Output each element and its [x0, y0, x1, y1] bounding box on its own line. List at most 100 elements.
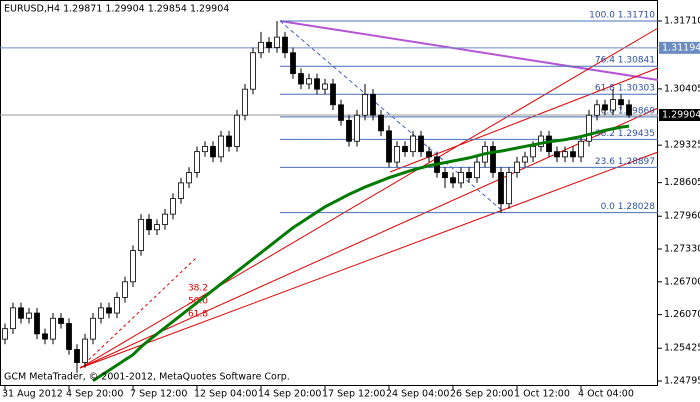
- candle-body: [226, 135, 232, 147]
- candle-body: [66, 323, 72, 350]
- candle-body: [154, 224, 160, 231]
- y-tick-label: 1.30405: [664, 83, 700, 94]
- x-tick-label: 4 Sep 20:00: [66, 389, 123, 400]
- candle-body: [194, 151, 200, 173]
- x-tick-label: 1 Oct 12:00: [514, 389, 570, 400]
- price-box: [659, 41, 700, 54]
- candle-body: [74, 349, 80, 363]
- candle-body: [330, 83, 336, 106]
- candle-body: [282, 36, 288, 54]
- candle-body: [138, 218, 144, 251]
- candle-body: [122, 281, 128, 298]
- plot-frame: [0, 0, 658, 386]
- candle-body: [114, 297, 120, 314]
- candle-body: [34, 312, 40, 335]
- candle-body: [362, 93, 368, 116]
- y-tick-label: 1.26700: [664, 276, 700, 287]
- last-price-label: 1.29904: [662, 110, 700, 121]
- channel-line: [389, 67, 659, 173]
- candle-body: [554, 151, 560, 158]
- price-box-label: 1.31194: [662, 42, 700, 53]
- candle-body: [98, 307, 104, 319]
- footer: GCM MetaTrader, © 2001-2012, MetaQuotes …: [4, 372, 290, 383]
- candle-body: [378, 114, 384, 132]
- y-tick-label: 1.27330: [664, 244, 700, 255]
- candle-body: [402, 146, 408, 153]
- candle-body: [162, 213, 168, 225]
- candle-body: [410, 135, 416, 153]
- candle-body: [466, 172, 472, 179]
- fib-label: 76.4 1.30841: [595, 56, 655, 66]
- candle-body: [42, 333, 48, 340]
- purple-trend-line: [279, 20, 659, 81]
- candle-body: [298, 73, 304, 85]
- candle-body: [90, 317, 96, 340]
- fan-line: [79, 27, 659, 369]
- candle-body: [202, 146, 208, 153]
- candle-body: [50, 317, 56, 340]
- candle-body: [386, 130, 392, 163]
- x-tick-label: 31 Aug 2012: [2, 389, 63, 400]
- candle-body: [586, 114, 592, 142]
- fib-label: 0.0 1.28028: [601, 202, 656, 212]
- x-tick-label: 17 Sep 12:00: [322, 389, 385, 400]
- candle-body: [626, 104, 632, 116]
- candle-body: [242, 88, 248, 116]
- last-price-box: [659, 109, 700, 122]
- y-tick-label: 1.26070: [664, 309, 700, 320]
- y-tick-label: 1.25425: [664, 343, 700, 354]
- y-tick-label: 1.31710: [664, 15, 700, 26]
- y-tick-label: 1.27960: [664, 211, 700, 222]
- candle-body: [474, 161, 480, 179]
- candle-body: [210, 146, 216, 158]
- fib-label: 38.2 1.29435: [595, 129, 655, 139]
- candle-body: [290, 52, 296, 74]
- candle-body: [338, 104, 344, 121]
- candle-body: [578, 140, 584, 158]
- fan-line: [79, 151, 659, 369]
- candle-body: [10, 307, 16, 330]
- candle-body: [82, 338, 88, 363]
- candle-body: [562, 151, 568, 158]
- candle-body: [610, 99, 616, 111]
- candle-body: [418, 135, 424, 153]
- candle-body: [306, 78, 312, 85]
- fib-label: 100.0 1.31710: [589, 10, 655, 20]
- candle-body: [370, 93, 376, 116]
- candle-body: [130, 250, 136, 283]
- candle-body: [594, 104, 600, 116]
- candle-body: [450, 177, 456, 184]
- candle-body: [498, 172, 504, 205]
- candle-body: [522, 156, 528, 163]
- candle-body: [186, 172, 192, 184]
- drawings: [79, 20, 659, 369]
- x-tick-label: 4 Oct 04:00: [578, 389, 634, 400]
- candle-body: [258, 41, 264, 54]
- x-tick-label: 12 Sep 04:00: [194, 389, 257, 400]
- x-tick-label: 26 Sep 20:00: [450, 389, 513, 400]
- candle-body: [170, 198, 176, 215]
- candle-body: [570, 151, 576, 158]
- candle-body: [2, 328, 8, 340]
- y-tick-label: 1.29325: [664, 140, 700, 151]
- fib-label: 23.6 1.28897: [595, 157, 655, 167]
- candle-body: [146, 218, 152, 231]
- x-tick-label: 14 Sep 20:00: [258, 389, 321, 400]
- candle-body: [426, 151, 432, 158]
- candle-body: [546, 135, 552, 153]
- candle-body: [514, 161, 520, 173]
- candle-body: [274, 36, 280, 48]
- candle-body: [354, 114, 360, 142]
- candle-body: [490, 146, 496, 173]
- fib-label: 61.8 1.30303: [595, 84, 655, 94]
- candle-body: [234, 114, 240, 147]
- fan-label: 61.8: [188, 310, 208, 320]
- candle-body: [394, 146, 400, 163]
- candle-body: [58, 317, 64, 324]
- fan-base-line: [79, 257, 197, 369]
- candle-body: [250, 52, 256, 90]
- moving-average: [92, 124, 630, 382]
- x-tick-label: 24 Sep 04:00: [386, 389, 449, 400]
